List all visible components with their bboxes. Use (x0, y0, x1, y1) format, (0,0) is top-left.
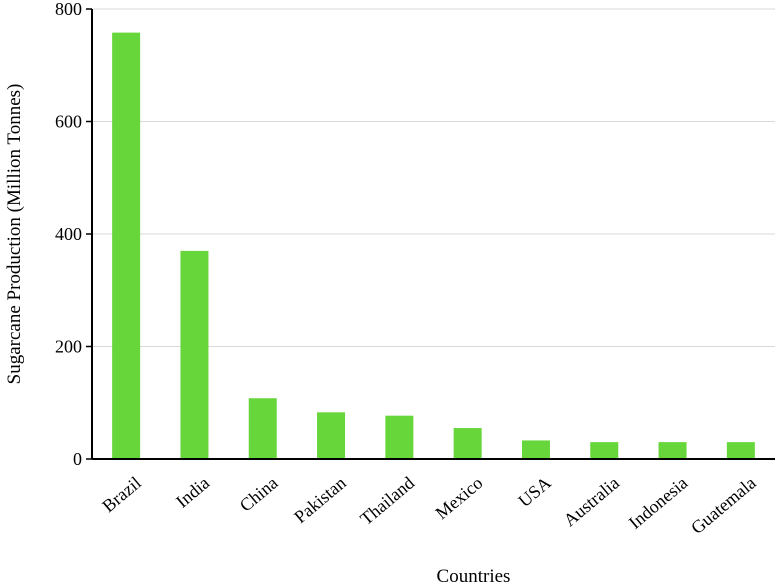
bar-mexico (453, 428, 482, 459)
x-tick-label: Guatemala (687, 473, 760, 538)
bar-guatemala (726, 442, 755, 459)
y-tick-label: 0 (73, 449, 82, 469)
x-tick-label: Brazil (98, 473, 145, 517)
bar-australia (590, 442, 619, 459)
x-tick-label: India (172, 473, 213, 512)
x-tick-labels: Brazil India China Pakistan Thailand Mexico US… (98, 473, 759, 538)
gridlines (92, 8, 775, 347)
y-tick-labels: 0 200 400 600 800 (55, 0, 92, 469)
bar-india (180, 250, 209, 459)
x-tick-label: USA (514, 473, 554, 511)
bar-thailand (385, 415, 414, 459)
bar-usa (521, 440, 550, 459)
x-axis-title: Countries (437, 566, 511, 587)
x-tick-label: Indonesia (625, 473, 691, 533)
y-axis-title: Sugarcane Production (Million Tonnes) (4, 84, 25, 385)
x-tick-label: Thailand (356, 473, 418, 529)
x-tick-label: Australia (560, 473, 623, 531)
bar-pakistan (317, 412, 346, 459)
y-tick-label: 400 (55, 224, 82, 244)
x-tick-label: China (236, 473, 282, 516)
x-tick-label: Pakistan (290, 473, 350, 528)
bar-china (248, 398, 277, 459)
y-tick-label: 200 (55, 337, 82, 357)
bars (112, 32, 755, 459)
x-tick-label: Mexico (431, 473, 486, 524)
bar-brazil (112, 32, 141, 459)
y-tick-label: 600 (55, 112, 82, 132)
y-tick-label: 800 (55, 0, 82, 19)
bar-indonesia (658, 442, 687, 459)
